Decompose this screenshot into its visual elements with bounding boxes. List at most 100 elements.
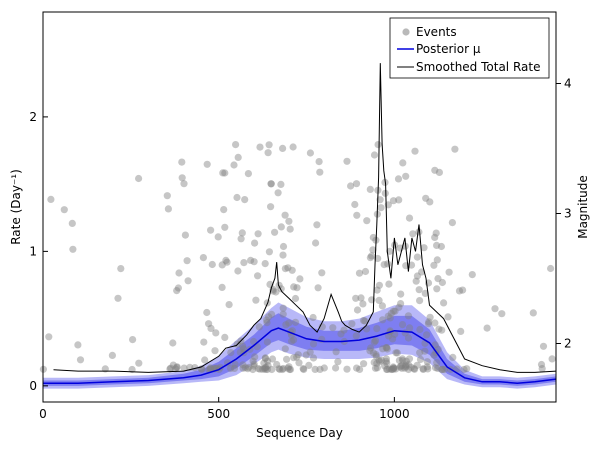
- event-point: [291, 318, 300, 326]
- event-point: [386, 365, 394, 373]
- event-point: [220, 206, 228, 214]
- event-point: [222, 256, 230, 264]
- event-point: [256, 365, 264, 373]
- event-point: [284, 364, 292, 372]
- event-point: [395, 356, 403, 364]
- event-point: [352, 180, 361, 188]
- event-point: [316, 168, 324, 176]
- event-point: [426, 198, 434, 206]
- event-point: [363, 217, 371, 225]
- event-point: [241, 196, 249, 204]
- event-point: [252, 296, 260, 304]
- event-point: [363, 325, 371, 333]
- event-point: [353, 211, 361, 219]
- event-point: [268, 355, 277, 363]
- event-point: [261, 354, 269, 362]
- event-point: [285, 319, 293, 327]
- event-point: [231, 360, 239, 368]
- event-point: [212, 329, 220, 337]
- event-point: [375, 281, 383, 289]
- event-point: [368, 252, 376, 260]
- event-point: [370, 338, 378, 346]
- event-point: [434, 364, 442, 372]
- event-point: [389, 197, 398, 205]
- event-point: [413, 272, 421, 280]
- event-point: [343, 365, 351, 373]
- event-point: [413, 253, 421, 261]
- event-point: [172, 365, 180, 373]
- event-point: [371, 364, 380, 372]
- event-point: [207, 226, 215, 234]
- event-point: [405, 361, 413, 369]
- event-point: [398, 355, 406, 363]
- event-point: [289, 143, 297, 151]
- event-point: [267, 180, 275, 188]
- event-point: [360, 360, 368, 368]
- event-point: [379, 345, 387, 353]
- event-point: [483, 324, 491, 332]
- event-point: [398, 364, 406, 372]
- event-point: [276, 365, 284, 374]
- event-point: [355, 269, 364, 277]
- x-axis-label: Sequence Day: [256, 426, 343, 440]
- event-point: [285, 363, 293, 371]
- event-point: [265, 248, 273, 256]
- event-point: [426, 313, 434, 321]
- event-point: [47, 195, 55, 203]
- event-point: [114, 294, 122, 302]
- event-point: [285, 365, 294, 374]
- event-point: [203, 308, 211, 317]
- event-point: [129, 336, 137, 344]
- event-point: [383, 365, 391, 373]
- event-point: [184, 277, 192, 285]
- event-point: [169, 339, 177, 347]
- event-point: [378, 302, 386, 310]
- event-point: [383, 344, 391, 352]
- event-point: [68, 219, 76, 227]
- plot-frame: [42, 11, 557, 403]
- event-point: [361, 317, 369, 325]
- event-point: [405, 355, 414, 363]
- event-point: [386, 314, 394, 322]
- event-point: [396, 363, 404, 371]
- event-point: [45, 333, 53, 341]
- event-point: [397, 362, 405, 370]
- event-point: [366, 347, 374, 355]
- event-point: [332, 348, 340, 356]
- event-point: [173, 287, 181, 295]
- event-point: [432, 229, 440, 237]
- event-point: [169, 361, 177, 369]
- event-point: [405, 214, 414, 222]
- event-point: [407, 363, 415, 371]
- event-point: [393, 349, 401, 357]
- legend-label-posterior-mu: Posterior μ: [416, 42, 481, 56]
- event-point: [274, 189, 282, 197]
- event-point: [375, 296, 383, 304]
- event-point: [117, 265, 125, 273]
- event-point: [247, 256, 255, 264]
- posterior-mu-line: [43, 327, 557, 384]
- event-point: [293, 284, 301, 292]
- event-point: [230, 161, 238, 169]
- event-point: [402, 172, 410, 180]
- event-point: [208, 260, 216, 269]
- event-point: [455, 287, 464, 295]
- event-point: [227, 364, 235, 373]
- event-point: [223, 258, 231, 266]
- event-point: [404, 365, 413, 374]
- x-tick-label: 1000: [379, 407, 410, 421]
- event-point: [384, 312, 392, 320]
- event-point: [353, 306, 362, 314]
- event-point: [404, 312, 412, 320]
- event-point: [135, 359, 143, 367]
- event-point: [76, 356, 85, 364]
- event-point: [264, 357, 272, 365]
- event-point: [309, 354, 318, 362]
- event-point: [373, 364, 381, 372]
- event-point: [250, 362, 258, 370]
- event-point: [302, 351, 310, 359]
- event-point: [288, 337, 296, 345]
- event-point: [398, 321, 407, 329]
- event-point: [460, 365, 468, 374]
- event-point: [419, 365, 427, 373]
